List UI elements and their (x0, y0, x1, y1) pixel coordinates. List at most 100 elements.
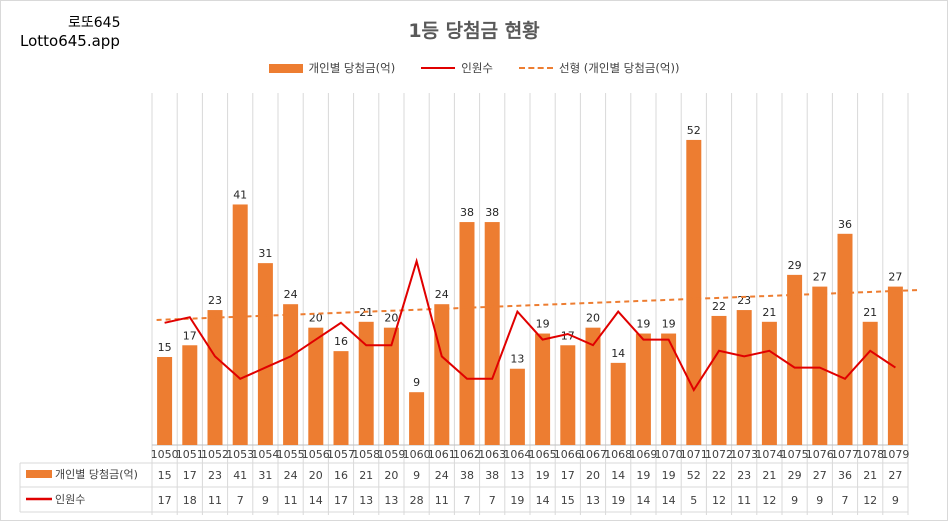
legend-trend-swatch (518, 67, 553, 69)
table-value-line: 14 (636, 494, 650, 507)
bar (157, 357, 173, 445)
table-value-bar: 20 (309, 469, 323, 482)
table-value-line: 13 (586, 494, 600, 507)
table-value-line: 13 (384, 494, 398, 507)
category-label: 1058 (352, 448, 380, 461)
category-label: 1078 (856, 448, 884, 461)
table-value-bar: 24 (435, 469, 449, 482)
category-label: 1063 (478, 448, 506, 461)
table-value-line: 11 (737, 494, 751, 507)
category-label: 1059 (377, 448, 405, 461)
category-label: 1060 (403, 448, 431, 461)
brand-korean: 로또645 (68, 15, 121, 31)
bar-value-label: 21 (762, 306, 776, 319)
table-value-bar: 38 (485, 469, 499, 482)
category-label: 1069 (629, 448, 657, 461)
bar-value-label: 20 (384, 312, 398, 325)
bar-value-label: 15 (158, 341, 172, 354)
category-label: 1062 (453, 448, 481, 461)
table-value-bar: 19 (636, 469, 650, 482)
category-label: 1072 (705, 448, 733, 461)
category-label: 1052 (201, 448, 229, 461)
chart-title: 1등 당첨금 현황 (408, 20, 540, 42)
table-value-bar: 41 (233, 469, 247, 482)
bar (283, 304, 299, 445)
bar (812, 286, 828, 445)
category-label: 1054 (251, 448, 279, 461)
table-value-line: 13 (359, 494, 373, 507)
bar-value-label: 17 (561, 329, 575, 342)
table-value-bar: 19 (662, 469, 676, 482)
bar (409, 392, 425, 445)
bar (887, 286, 903, 445)
brand-latin: Lotto645.app (20, 32, 120, 50)
line-series-people (164, 257, 896, 393)
category-label: 1057 (327, 448, 355, 461)
category-label: 1073 (730, 448, 758, 461)
table-value-line: 11 (208, 494, 222, 507)
bar (358, 321, 374, 445)
chart-legend: 개인별 당첨금(억) 인원수 선형 (개인별 당첨금(억)) (0, 60, 948, 76)
category-label: 1051 (176, 448, 204, 461)
category-label: 1053 (226, 448, 254, 461)
table-value-bar: 27 (888, 469, 902, 482)
table-value-line: 14 (309, 494, 323, 507)
legend-trend-label: 선형 (개인별 당첨금(억)) (558, 61, 680, 75)
table-value-bar: 23 (208, 469, 222, 482)
table-value-line: 7 (237, 494, 244, 507)
bar (761, 321, 777, 445)
table-value-line: 17 (158, 494, 172, 507)
table-value-bar: 27 (813, 469, 827, 482)
category-label: 1076 (806, 448, 834, 461)
table-value-bar: 36 (838, 469, 852, 482)
bar (509, 368, 525, 445)
table-row-label-line: 인원수 (55, 493, 85, 506)
table-value-bar: 23 (737, 469, 751, 482)
table-value-bar: 21 (762, 469, 776, 482)
bar-value-label: 13 (510, 353, 524, 366)
table-value-line: 15 (561, 494, 575, 507)
category-label: 1068 (604, 448, 632, 461)
table-value-bar: 20 (384, 469, 398, 482)
table-row-label-bar: 개인별 당첨금(억) (55, 468, 138, 481)
table-value-bar: 9 (413, 469, 420, 482)
table-value-bar: 21 (359, 469, 373, 482)
bar-value-label: 23 (208, 294, 222, 307)
category-label: 1061 (428, 448, 456, 461)
table-value-bar: 16 (334, 469, 348, 482)
bar (711, 315, 727, 445)
bar (333, 351, 349, 445)
table-value-bar: 52 (687, 469, 701, 482)
bar-value-label: 21 (863, 306, 877, 319)
table-value-line: 28 (410, 494, 424, 507)
bar-value-label: 24 (284, 288, 298, 301)
bar-value-label: 9 (413, 376, 420, 389)
bar (182, 345, 198, 445)
legend-item-bar: 개인별 당첨금(억) (268, 60, 396, 76)
bar-value-label: 38 (485, 206, 499, 219)
legend-bar-label: 개인별 당첨금(억) (308, 61, 396, 75)
bar (535, 333, 551, 445)
category-label: 1067 (579, 448, 607, 461)
table-value-bar: 31 (258, 469, 272, 482)
table-value-bar: 24 (284, 469, 298, 482)
bar-value-label: 19 (662, 318, 676, 331)
bar (383, 327, 399, 445)
table-value-line: 17 (334, 494, 348, 507)
category-label: 1065 (529, 448, 557, 461)
table-value-bar: 17 (561, 469, 575, 482)
category-label: 1056 (302, 448, 330, 461)
bar-value-label: 20 (586, 312, 600, 325)
bar (736, 310, 752, 445)
bar (434, 304, 450, 445)
legend-item-trend: 선형 (개인별 당첨금(억)) (518, 60, 680, 76)
table-value-bar: 15 (158, 469, 172, 482)
bar-value-label: 19 (536, 318, 550, 331)
bar-value-label: 16 (334, 335, 348, 348)
table-value-bar: 19 (536, 469, 550, 482)
legend-line-label: 인원수 (461, 61, 493, 75)
bar-value-label: 17 (183, 329, 197, 342)
bar-value-label: 29 (788, 259, 802, 272)
